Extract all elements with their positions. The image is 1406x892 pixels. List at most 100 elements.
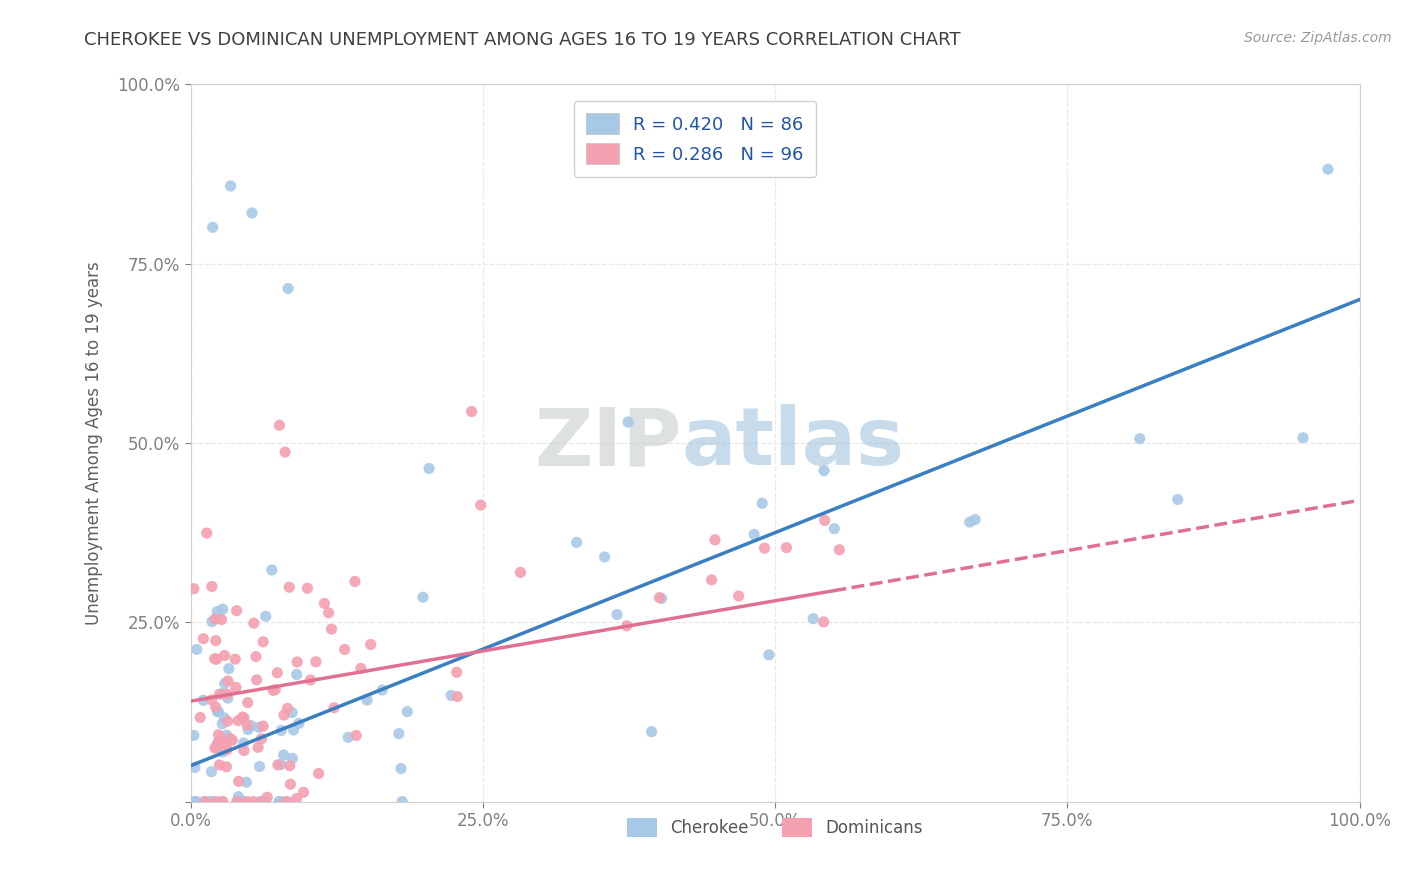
Point — [201, 693, 224, 707]
Point — [232, 743, 254, 757]
Point — [200, 795, 222, 809]
Point — [211, 613, 233, 627]
Point — [207, 605, 229, 619]
Point — [337, 731, 360, 745]
Point — [218, 662, 240, 676]
Point — [1129, 432, 1152, 446]
Point — [356, 693, 378, 707]
Point — [703, 533, 725, 547]
Point — [470, 498, 492, 512]
Point — [371, 683, 394, 698]
Point — [273, 747, 295, 762]
Point — [195, 526, 218, 541]
Point — [208, 734, 231, 748]
Point — [204, 633, 226, 648]
Point — [285, 791, 308, 805]
Point — [754, 541, 776, 556]
Point — [277, 281, 299, 295]
Point — [184, 795, 207, 809]
Point — [232, 736, 254, 750]
Point — [204, 652, 226, 666]
Point — [183, 582, 205, 596]
Point — [801, 612, 824, 626]
Point — [813, 464, 835, 478]
Point — [200, 795, 222, 809]
Point — [204, 795, 226, 809]
Point — [412, 591, 434, 605]
Legend: Cherokee, Dominicans: Cherokee, Dominicans — [620, 811, 929, 844]
Point — [194, 795, 217, 809]
Point — [217, 687, 239, 701]
Point — [201, 220, 224, 235]
Point — [283, 723, 305, 737]
Point — [253, 795, 276, 809]
Point — [205, 738, 228, 752]
Point — [204, 700, 226, 714]
Point — [186, 642, 208, 657]
Point — [254, 609, 277, 624]
Point — [297, 582, 319, 596]
Point — [823, 522, 845, 536]
Point — [207, 705, 229, 719]
Point — [184, 760, 207, 774]
Point — [262, 683, 284, 698]
Point — [204, 612, 226, 626]
Point — [742, 527, 765, 541]
Point — [211, 716, 233, 731]
Point — [281, 751, 304, 765]
Point — [226, 714, 249, 728]
Point — [225, 681, 247, 695]
Point — [252, 795, 274, 809]
Point — [758, 648, 780, 662]
Point — [247, 740, 270, 755]
Point — [267, 795, 290, 809]
Point — [813, 615, 835, 629]
Point — [509, 566, 531, 580]
Point — [305, 655, 328, 669]
Point — [207, 728, 229, 742]
Point — [252, 719, 274, 733]
Point — [218, 731, 240, 746]
Point — [273, 708, 295, 723]
Point — [418, 461, 440, 475]
Point — [186, 795, 208, 809]
Point — [228, 789, 250, 804]
Point — [188, 710, 211, 724]
Point — [211, 602, 233, 616]
Point — [204, 741, 226, 756]
Point — [229, 795, 252, 809]
Point — [236, 696, 259, 710]
Point — [211, 795, 233, 809]
Point — [391, 795, 413, 809]
Point — [460, 404, 482, 418]
Point — [388, 726, 411, 740]
Point — [215, 743, 238, 757]
Point — [308, 766, 330, 780]
Text: CHEROKEE VS DOMINICAN UNEMPLOYMENT AMONG AGES 16 TO 19 YEARS CORRELATION CHART: CHEROKEE VS DOMINICAN UNEMPLOYMENT AMONG… — [84, 31, 960, 49]
Point — [232, 795, 254, 809]
Y-axis label: Unemployment Among Ages 16 to 19 years: Unemployment Among Ages 16 to 19 years — [86, 261, 103, 625]
Point — [321, 622, 343, 636]
Point — [228, 774, 250, 789]
Point — [648, 591, 671, 605]
Point — [236, 723, 259, 737]
Point — [201, 615, 224, 629]
Point — [276, 701, 298, 715]
Point — [201, 579, 224, 593]
Point — [270, 757, 292, 772]
Point — [221, 733, 243, 747]
Point — [333, 642, 356, 657]
Point — [225, 604, 247, 618]
Point — [245, 649, 267, 664]
Point — [211, 795, 233, 809]
Point — [266, 665, 288, 680]
Point — [1316, 162, 1339, 177]
Point — [651, 591, 673, 606]
Point — [285, 655, 308, 669]
Text: ZIP: ZIP — [534, 404, 682, 482]
Point — [616, 619, 638, 633]
Point — [959, 515, 981, 529]
Point — [593, 549, 616, 564]
Point — [278, 758, 301, 772]
Point — [828, 542, 851, 557]
